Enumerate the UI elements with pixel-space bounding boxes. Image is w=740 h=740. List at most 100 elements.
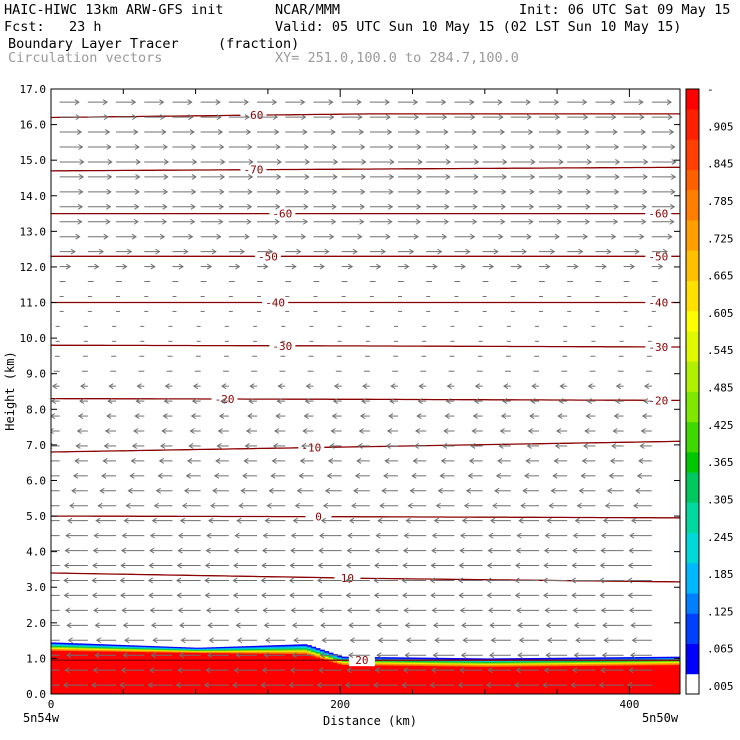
wind-vector: [567, 233, 589, 240]
tracer-band-cell: [597, 663, 603, 665]
wind-vector: [249, 383, 258, 390]
tracer-band-cell: [554, 657, 560, 660]
tracer-band-cell: [298, 652, 304, 655]
tracer-band-cell: [376, 657, 382, 659]
tracer-band-cell: [254, 653, 260, 655]
wind-vector-head: [345, 592, 351, 599]
tracer-band-cell: [376, 662, 382, 664]
wind-vector-head: [359, 218, 365, 225]
tracer-band-cell: [428, 665, 434, 668]
colorbar-label: .425: [707, 419, 734, 432]
colorbar-cell: [686, 532, 699, 544]
wind-vector-head: [186, 457, 193, 464]
tracer-band-cell: [623, 662, 629, 664]
tracer-band-cell: [68, 647, 74, 650]
tracer-band-cell: [532, 657, 538, 660]
tracer-band-cell: [567, 660, 573, 663]
tracer-band-cell: [228, 647, 234, 649]
tracer-core-column: [662, 665, 668, 694]
tracer-band-cell: [445, 665, 451, 668]
colorbar-cell: [686, 280, 699, 292]
wind-vector: [257, 263, 269, 270]
tracer-band-cell: [72, 644, 78, 646]
wind-vector: [121, 607, 145, 614]
tracer-band-cell: [280, 648, 286, 650]
wind-vector: [200, 188, 225, 195]
tracer-band-cell: [185, 649, 191, 651]
wind-vector-head: [293, 637, 299, 644]
tracer-band-cell: [72, 647, 78, 650]
wind-vector: [172, 203, 196, 210]
wind-vector-head: [268, 248, 274, 255]
tracer-band-cell: [328, 661, 334, 663]
wind-vector: [200, 263, 213, 270]
wind-vector: [190, 413, 201, 419]
tracer-band-cell: [68, 648, 74, 651]
wind-vector-head: [290, 547, 296, 554]
wind-vector: [383, 472, 399, 479]
wind-vector: [265, 637, 286, 644]
wind-vector-head: [91, 682, 97, 689]
tracer-band-cell: [107, 648, 113, 650]
wind-vector: [539, 263, 551, 270]
tracer-band-cell: [562, 662, 568, 665]
wind-vector: [431, 547, 455, 554]
tracer-core-column: [580, 666, 586, 694]
tracer-band-cell: [155, 647, 160, 649]
tracer-band-cell: [389, 657, 395, 659]
tracer-band-cell: [649, 662, 655, 665]
tracer-band-cell: [137, 648, 143, 650]
wind-vector: [290, 532, 314, 539]
tracer-band-cell: [263, 649, 269, 651]
tracer-band-cell: [315, 650, 321, 653]
tracer-band-cell: [280, 647, 286, 649]
tracer-band-cell: [467, 658, 473, 660]
tracer-band-cell: [237, 652, 243, 655]
tracer-band-cell: [224, 652, 230, 654]
tracer-band-cell: [445, 664, 451, 667]
tracer-band-cell: [545, 657, 551, 660]
tracer-band-cell: [98, 644, 104, 646]
tracer-band-cell: [220, 651, 226, 653]
tracer-band-cell: [324, 651, 330, 653]
wind-vector: [572, 532, 596, 539]
wind-vector: [567, 263, 579, 270]
tracer-band-cell: [580, 663, 586, 665]
tracer-band-cell: [528, 662, 534, 665]
tracer-band-cell: [159, 647, 165, 649]
wind-vector-head: [103, 233, 109, 240]
wind-vector-head: [327, 457, 334, 464]
tracer-band-cell: [137, 645, 143, 647]
tracer-band-cell: [528, 663, 534, 666]
tracer-core-column: [220, 653, 226, 694]
tracer-band-cell: [315, 653, 321, 656]
wind-vector: [613, 413, 624, 419]
wind-vector: [51, 458, 60, 464]
wind-vector-head: [296, 248, 302, 255]
wind-vector: [376, 622, 399, 629]
wind-vector-head: [271, 99, 278, 106]
wind-vector: [474, 383, 483, 390]
wind-vector: [651, 203, 676, 210]
tracer-band-cell: [484, 660, 490, 662]
wind-vector-head: [413, 233, 419, 240]
tracer-core-column: [263, 654, 269, 694]
wind-vector: [345, 562, 370, 569]
tracer-band-cell: [502, 658, 507, 660]
tracer-band-cell: [51, 643, 56, 645]
wind-vector-head: [457, 682, 463, 689]
wind-vector: [426, 248, 443, 255]
wind-vector: [581, 457, 596, 464]
wind-vector-head: [375, 532, 381, 539]
wind-vector-head: [572, 547, 578, 554]
wind-vector: [320, 622, 342, 629]
tracer-core-column: [645, 665, 651, 694]
wind-vector: [207, 622, 229, 629]
tracer-band-cell: [198, 650, 204, 652]
wind-vector-head: [274, 218, 280, 225]
wind-vector-head: [667, 233, 673, 240]
wind-vector: [51, 624, 60, 626]
wind-vector: [93, 607, 117, 614]
tracer-band-cell: [450, 665, 455, 668]
wind-vector: [313, 263, 325, 270]
